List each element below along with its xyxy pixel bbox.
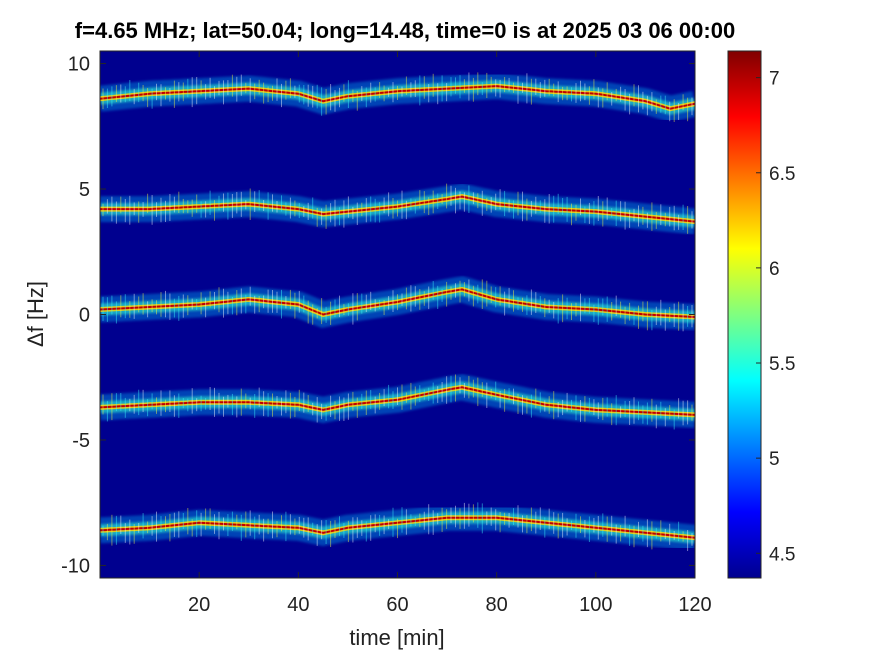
colorbar-tick-label: 5.5 [769, 354, 795, 375]
colorbar-tick-label: 6 [769, 259, 780, 280]
x-tick-label: 40 [287, 594, 309, 616]
x-tick-label: 100 [579, 594, 612, 616]
trace-core [100, 288, 695, 318]
colorbar-tick-label: 5 [769, 449, 780, 470]
y-axis-label: Δf [Hz] [23, 281, 48, 347]
trace-4 [100, 502, 695, 551]
x-tick-label: 80 [486, 594, 508, 616]
colorbar-tick-label: 6.5 [769, 164, 795, 185]
colorbar [727, 50, 762, 579]
colorbar-tick-label: 4.5 [769, 544, 795, 565]
trace-core [100, 85, 695, 110]
trace-3 [100, 374, 695, 430]
x-tick-label: 60 [386, 594, 408, 616]
x-tick-label: 120 [678, 594, 711, 616]
y-tick-label: 5 [79, 179, 90, 201]
colorbar-ticks: 4.5 5 5.5 6 6.5 7 [756, 69, 795, 565]
trace-0 [100, 72, 695, 123]
x-axis-label: time [min] [349, 625, 444, 650]
y-tick-label: 0 [79, 305, 90, 327]
trace-2 [100, 276, 695, 332]
chart-title: f=4.65 MHz; lat=50.04; long=14.48, time=… [75, 18, 735, 43]
y-tick-label: -5 [72, 430, 90, 452]
trace-core [100, 195, 695, 223]
x-axis-ticks: 20 40 60 80 100 120 [188, 51, 712, 616]
trace-core [100, 516, 695, 539]
trace-layer [100, 72, 695, 551]
trace-1 [100, 183, 695, 235]
colorbar-tick-label: 7 [769, 69, 780, 90]
x-tick-label: 20 [188, 594, 210, 616]
y-axis-ticks: 10 5 0 -5 -10 [61, 54, 695, 577]
y-tick-label: -10 [61, 555, 90, 577]
trace-core [100, 386, 695, 416]
y-tick-label: 10 [68, 54, 90, 76]
